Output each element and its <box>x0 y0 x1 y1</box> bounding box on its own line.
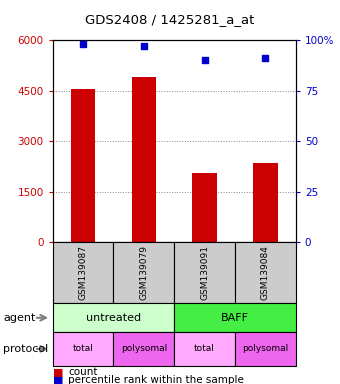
Text: polysomal: polysomal <box>242 344 289 353</box>
Text: percentile rank within the sample: percentile rank within the sample <box>68 375 244 384</box>
Bar <box>132 77 156 242</box>
Text: total: total <box>73 344 94 353</box>
Text: ■: ■ <box>53 375 63 384</box>
Bar <box>192 173 217 242</box>
Text: count: count <box>68 367 98 377</box>
Text: GSM139079: GSM139079 <box>139 245 148 300</box>
Bar <box>174 332 235 366</box>
Text: GSM139091: GSM139091 <box>200 245 209 300</box>
Text: GSM139084: GSM139084 <box>261 245 270 300</box>
Bar <box>174 242 235 303</box>
Text: GDS2408 / 1425281_a_at: GDS2408 / 1425281_a_at <box>85 13 255 26</box>
Text: ■: ■ <box>53 367 63 377</box>
Point <box>263 55 268 61</box>
Bar <box>114 332 174 366</box>
Bar <box>53 303 174 332</box>
Text: protocol: protocol <box>3 344 49 354</box>
Text: total: total <box>194 344 215 353</box>
Bar <box>235 242 296 303</box>
Bar <box>174 303 296 332</box>
Text: GSM139087: GSM139087 <box>79 245 88 300</box>
Bar <box>53 242 114 303</box>
Text: agent: agent <box>3 313 36 323</box>
Text: untreated: untreated <box>86 313 141 323</box>
Bar <box>235 332 296 366</box>
Point <box>202 57 207 63</box>
Point <box>141 43 147 50</box>
Bar <box>71 89 95 242</box>
Text: BAFF: BAFF <box>221 313 249 323</box>
Bar <box>253 163 277 242</box>
Point <box>80 41 86 47</box>
Bar <box>114 242 174 303</box>
Bar <box>53 332 114 366</box>
Text: polysomal: polysomal <box>121 344 167 353</box>
